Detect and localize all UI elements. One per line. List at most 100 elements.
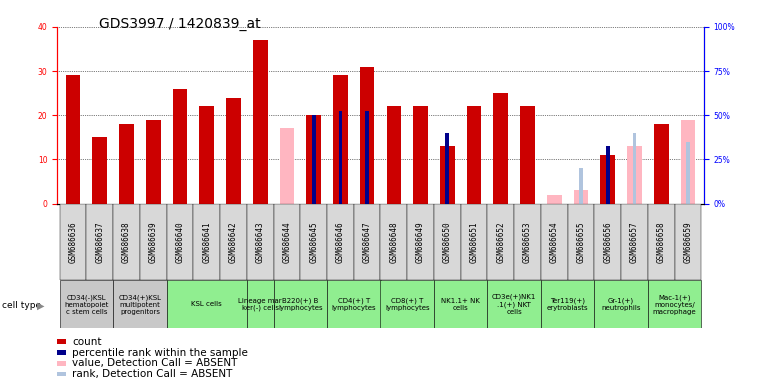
Text: NK1.1+ NK
cells: NK1.1+ NK cells: [441, 298, 480, 311]
Bar: [621, 204, 648, 280]
Bar: [606, 146, 610, 204]
Text: GSM686643: GSM686643: [256, 221, 265, 263]
Bar: [380, 280, 434, 328]
Bar: [167, 204, 193, 280]
Text: GSM686639: GSM686639: [149, 221, 158, 263]
Bar: [547, 195, 562, 204]
Text: CD34(+)KSL
multipotent
progenitors: CD34(+)KSL multipotent progenitors: [119, 294, 161, 314]
Bar: [521, 106, 535, 204]
Text: CD34(-)KSL
hematopoiet
c stem cells: CD34(-)KSL hematopoiet c stem cells: [64, 294, 109, 314]
Text: GSM686644: GSM686644: [282, 221, 291, 263]
Bar: [274, 204, 301, 280]
Bar: [93, 137, 107, 204]
Bar: [579, 168, 583, 204]
Text: B220(+) B
lymphocytes: B220(+) B lymphocytes: [278, 298, 323, 311]
Text: CD4(+) T
lymphocytes: CD4(+) T lymphocytes: [332, 298, 376, 311]
Bar: [301, 204, 327, 280]
Bar: [541, 280, 594, 328]
Bar: [113, 204, 140, 280]
Bar: [87, 204, 113, 280]
Text: GDS3997 / 1420839_at: GDS3997 / 1420839_at: [99, 17, 260, 31]
Bar: [686, 142, 689, 204]
Bar: [654, 124, 668, 204]
Text: rank, Detection Call = ABSENT: rank, Detection Call = ABSENT: [72, 369, 233, 379]
Bar: [493, 93, 508, 204]
Bar: [487, 204, 514, 280]
Bar: [413, 106, 428, 204]
Text: GSM686653: GSM686653: [523, 221, 532, 263]
Text: GSM686650: GSM686650: [443, 221, 452, 263]
Bar: [333, 76, 348, 204]
Bar: [487, 280, 541, 328]
Text: GSM686651: GSM686651: [470, 221, 479, 263]
Bar: [600, 155, 615, 204]
Bar: [226, 98, 240, 204]
Bar: [632, 133, 636, 204]
Bar: [247, 204, 274, 280]
Bar: [247, 280, 274, 328]
Bar: [360, 67, 374, 204]
Text: GSM686646: GSM686646: [336, 221, 345, 263]
Text: GSM686655: GSM686655: [577, 221, 585, 263]
Bar: [199, 106, 214, 204]
Text: GSM686648: GSM686648: [390, 221, 398, 263]
Bar: [307, 115, 321, 204]
Text: GSM686636: GSM686636: [68, 221, 78, 263]
Bar: [365, 111, 369, 204]
Text: GSM686658: GSM686658: [657, 221, 666, 263]
Bar: [327, 204, 354, 280]
Bar: [460, 204, 487, 280]
Text: Gr-1(+)
neutrophils: Gr-1(+) neutrophils: [601, 298, 641, 311]
Text: Ter119(+)
erytroblasts: Ter119(+) erytroblasts: [547, 298, 588, 311]
Text: Mac-1(+)
monocytes/
macrophage: Mac-1(+) monocytes/ macrophage: [653, 294, 696, 314]
Text: percentile rank within the sample: percentile rank within the sample: [72, 348, 248, 358]
Bar: [574, 190, 588, 204]
Bar: [568, 204, 594, 280]
Bar: [434, 280, 487, 328]
Bar: [594, 204, 621, 280]
Bar: [445, 133, 449, 204]
Text: GSM686647: GSM686647: [363, 221, 371, 263]
Bar: [339, 111, 342, 204]
Bar: [354, 204, 380, 280]
Bar: [60, 204, 87, 280]
Bar: [466, 106, 482, 204]
Text: Lineage mar
ker(-) cells: Lineage mar ker(-) cells: [238, 298, 282, 311]
Text: GSM686641: GSM686641: [202, 221, 212, 263]
Bar: [541, 204, 568, 280]
Bar: [167, 280, 247, 328]
Bar: [387, 106, 401, 204]
Bar: [274, 280, 327, 328]
Text: GSM686652: GSM686652: [496, 221, 505, 263]
Text: CD3e(+)NK1
.1(+) NKT
cells: CD3e(+)NK1 .1(+) NKT cells: [492, 294, 537, 315]
Bar: [380, 204, 407, 280]
Bar: [65, 76, 81, 204]
Bar: [680, 120, 696, 204]
Bar: [648, 204, 674, 280]
Text: GSM686640: GSM686640: [176, 221, 184, 263]
Text: GSM686656: GSM686656: [603, 221, 612, 263]
Text: GSM686657: GSM686657: [630, 221, 639, 263]
Bar: [220, 204, 247, 280]
Text: ▶: ▶: [37, 300, 44, 310]
Bar: [627, 146, 642, 204]
Text: value, Detection Call = ABSENT: value, Detection Call = ABSENT: [72, 358, 237, 368]
Bar: [146, 120, 161, 204]
Text: GSM686637: GSM686637: [95, 221, 104, 263]
Text: KSL cells: KSL cells: [191, 301, 222, 307]
Text: count: count: [72, 337, 102, 347]
Bar: [113, 280, 167, 328]
Bar: [514, 204, 541, 280]
Bar: [674, 204, 701, 280]
Bar: [434, 204, 460, 280]
Text: GSM686638: GSM686638: [122, 221, 131, 263]
Bar: [387, 106, 401, 204]
Bar: [253, 40, 268, 204]
Text: cell type: cell type: [2, 301, 40, 310]
Text: CD8(+) T
lymphocytes: CD8(+) T lymphocytes: [385, 298, 429, 311]
Bar: [60, 280, 113, 328]
Text: GSM686642: GSM686642: [229, 221, 238, 263]
Bar: [173, 89, 187, 204]
Bar: [594, 280, 648, 328]
Bar: [440, 146, 454, 204]
